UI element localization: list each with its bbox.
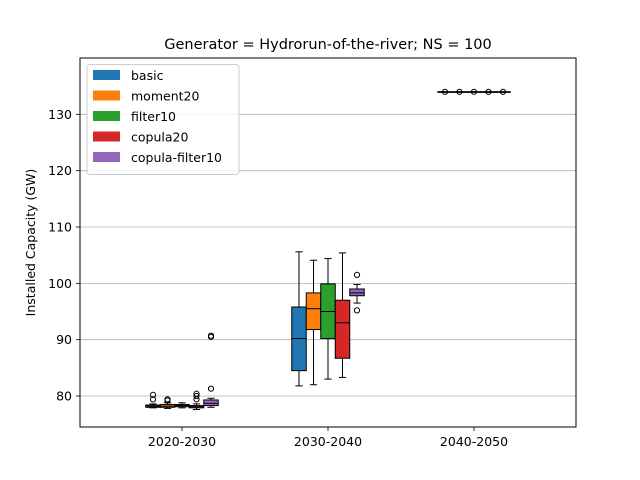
legend-entry-label: filter10	[131, 109, 176, 124]
y-tick-label: 110	[48, 220, 72, 235]
outlier-point	[456, 88, 463, 95]
box-copula-filter10-2040-2050	[495, 88, 511, 95]
box-filter10-2030-2040	[320, 258, 336, 380]
box-basic-2030-2040	[291, 251, 307, 387]
box-body	[349, 288, 365, 297]
legend-entry-label: copula20	[131, 130, 188, 145]
y-tick-label: 120	[48, 163, 72, 178]
outlier-point	[207, 332, 215, 339]
outlier-point	[207, 385, 215, 392]
outlier-point	[441, 88, 449, 95]
outlier-point	[353, 307, 361, 314]
y-tick-label: 90	[56, 332, 72, 347]
box-copula20-2030-2040	[334, 252, 351, 378]
x-tick-label: 2020-2030	[148, 434, 216, 449]
legend-swatch	[93, 90, 120, 101]
outlier-point	[193, 390, 200, 397]
box-moment20-2030-2040	[305, 259, 322, 386]
x-axis: 2020-2030 2030-2040 2040-2050	[148, 427, 508, 449]
outlier-point	[485, 88, 492, 95]
box-basic-2040-2050	[437, 88, 453, 95]
outlier-point	[164, 396, 171, 403]
legend-frame	[86, 64, 240, 175]
outlier-point	[470, 88, 478, 95]
legend-entry-label: moment20	[131, 89, 199, 104]
outlier-point	[353, 271, 361, 278]
y-tick-label: 130	[48, 107, 72, 122]
legend-entry-label: basic	[131, 68, 164, 83]
y-tick-label: 80	[56, 389, 72, 404]
x-tick-label: 2040-2050	[440, 434, 508, 449]
box-body	[203, 399, 219, 407]
outlier-point	[149, 391, 157, 398]
box-copula20-2020-2030	[188, 390, 205, 411]
outlier-point	[149, 396, 157, 403]
box-copula-filter10-2030-2040	[349, 271, 365, 314]
legend-swatch	[93, 111, 120, 121]
box-body	[305, 292, 322, 331]
chart-title: Generator = Hydrorun-of-the-river; NS = …	[164, 37, 492, 53]
box-copula-filter10-2020-2030	[203, 332, 219, 408]
outlier-point	[499, 88, 507, 95]
y-axis: 80 90 100 110 120 130	[48, 107, 80, 404]
box-series	[145, 88, 511, 411]
legend-swatch	[93, 152, 120, 162]
legend: basic moment20 filter10 copula20 copula-filt…	[86, 64, 240, 175]
outlier-point	[193, 392, 200, 400]
legend-swatch	[93, 70, 120, 80]
y-axis-label: Installed Capacity (GW)	[23, 169, 38, 317]
box-body	[334, 299, 351, 359]
y-tick-label: 100	[48, 276, 72, 291]
legend-entry-label: copula-filter10	[131, 150, 222, 165]
x-tick-label: 2030-2040	[294, 434, 362, 449]
legend-swatch	[93, 131, 120, 142]
